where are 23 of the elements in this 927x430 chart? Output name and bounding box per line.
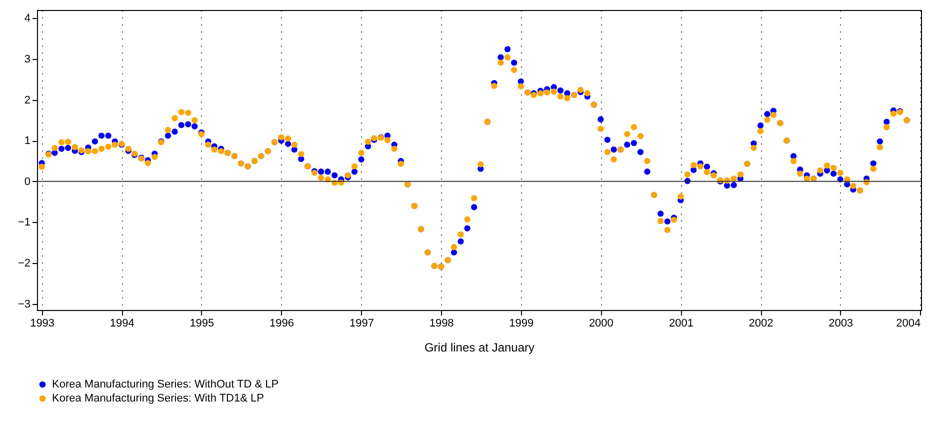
x-tick-label: 1996 — [269, 318, 294, 330]
y-tick-label: −3 — [18, 298, 30, 310]
x-axis-title: Grid lines at January — [424, 340, 535, 354]
x-tick-label: 2002 — [748, 318, 774, 330]
y-tick-label: 0 — [24, 176, 30, 188]
x-tick-label: 1993 — [30, 318, 55, 330]
x-tick-label: 1997 — [350, 318, 374, 330]
legend-label: Korea Manufacturing Series: With TD1& LP — [52, 392, 264, 404]
y-tick-label: 2 — [24, 94, 30, 106]
y-tick-label: −1 — [18, 216, 30, 229]
x-tick-label: 1994 — [110, 318, 134, 330]
y-tick-label: 4 — [24, 12, 30, 25]
y-tick-label: 3 — [24, 53, 30, 66]
x-tick-label: 2004 — [896, 318, 921, 330]
x-tick-label: 2001 — [668, 318, 694, 330]
x-tick-label: 1995 — [190, 318, 214, 330]
y-tick-label: −2 — [18, 258, 30, 270]
legend-label: Korea Manufacturing Series: WithOut TD & LP — [52, 378, 279, 390]
y-tick-label: 1 — [24, 135, 30, 148]
x-tick-label: 1998 — [429, 318, 454, 330]
x-tick-label: 2003 — [828, 318, 854, 330]
x-tick-label: 2000 — [588, 318, 614, 330]
x-tick-label: 1999 — [509, 318, 534, 330]
